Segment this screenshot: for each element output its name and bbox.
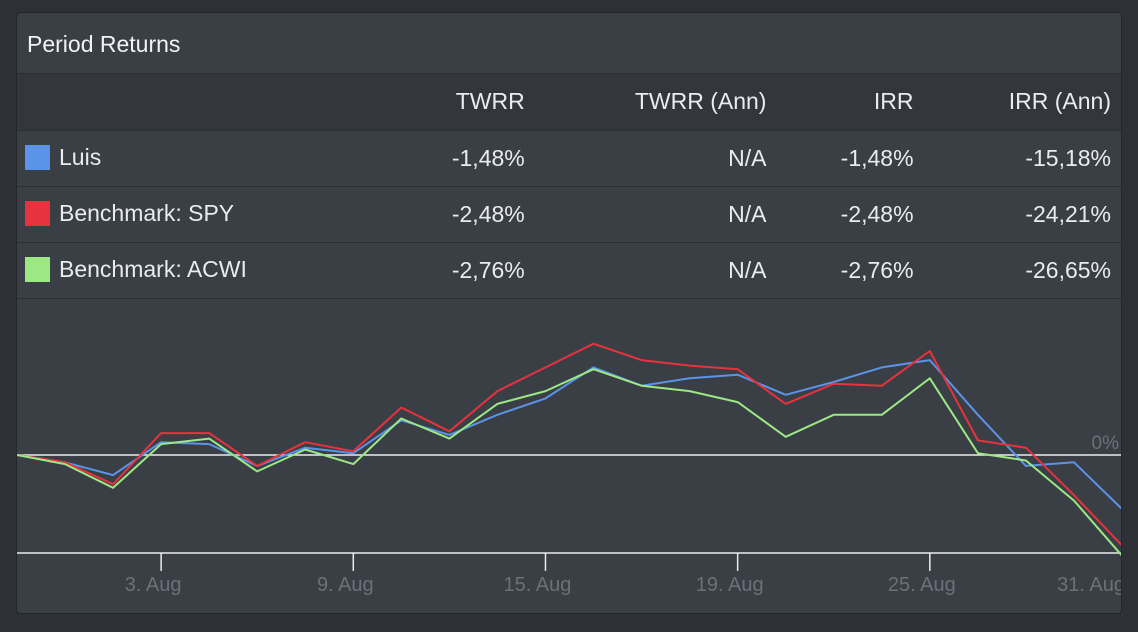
panel-title: Period Returns [17,13,1121,74]
irr-value: -2,76% [776,242,924,299]
twrr-value: -2,48% [299,186,535,243]
twrr-value: -2,76% [299,242,535,299]
x-tick-label: 3. Aug [125,574,182,596]
twrr-ann-value: N/A [534,130,777,187]
x-tick-label: 25. Aug [888,574,956,596]
returns-chart[interactable]: 0% 3. Aug 9. Aug 15. Aug 19. Aug 25. Aug 31. A… [17,297,1122,613]
x-tick-label: 31. Aug [1057,574,1122,596]
table-row[interactable]: Luis -1,48% N/A -1,48% -15,18% [17,130,1121,187]
table-header-row: TWRR TWRR (Ann) IRR IRR (Ann) [17,74,1121,131]
chart-svg: 0% 3. Aug 9. Aug 15. Aug 19. Aug 25. Aug 31. A… [17,342,1122,596]
column-header-irr[interactable]: IRR [776,74,924,131]
x-tick-label: 19. Aug [696,574,764,596]
column-header-name[interactable] [17,74,300,131]
column-header-twrr-ann[interactable]: TWRR (Ann) [534,74,777,131]
series-line-3[interactable] [17,368,1122,557]
table-row[interactable]: Benchmark: ACWI -2,76% N/A -2,76% -26,65… [17,242,1121,299]
irr-value: -2,48% [776,186,924,243]
zero-baseline-label: 0% [1092,433,1120,454]
returns-table: TWRR TWRR (Ann) IRR IRR (Ann) Luis -1,48… [17,74,1121,299]
twrr-ann-value: N/A [534,186,777,243]
series-line-1[interactable] [17,359,1122,510]
legend-swatch-luis [25,144,50,170]
irr-value: -1,48% [776,130,924,187]
legend-swatch-acwi [25,256,50,282]
column-header-twrr[interactable]: TWRR [299,74,535,131]
irr-ann-value: -24,21% [923,186,1121,243]
x-tick-label: 15. Aug [504,574,572,596]
irr-ann-value: -15,18% [923,130,1121,187]
series-name-cell: Benchmark: ACWI [17,242,300,299]
series-line-2[interactable] [17,342,1122,546]
x-tick-label: 9. Aug [317,574,374,596]
irr-ann-value: -26,65% [923,242,1121,299]
table-row[interactable]: Benchmark: SPY -2,48% N/A -2,48% -24,21% [17,186,1121,243]
legend-swatch-spy [25,200,50,226]
twrr-ann-value: N/A [534,242,777,299]
series-name-cell: Luis [17,130,300,187]
series-name: Benchmark: ACWI [59,256,247,283]
series-name: Luis [59,144,102,171]
column-header-irr-ann[interactable]: IRR (Ann) [923,74,1121,131]
series-name-cell: Benchmark: SPY [17,186,300,243]
period-returns-panel: Period Returns TWRR TWRR (Ann) IRR IRR (… [16,12,1122,614]
series-name: Benchmark: SPY [59,200,235,227]
twrr-value: -1,48% [299,130,535,187]
